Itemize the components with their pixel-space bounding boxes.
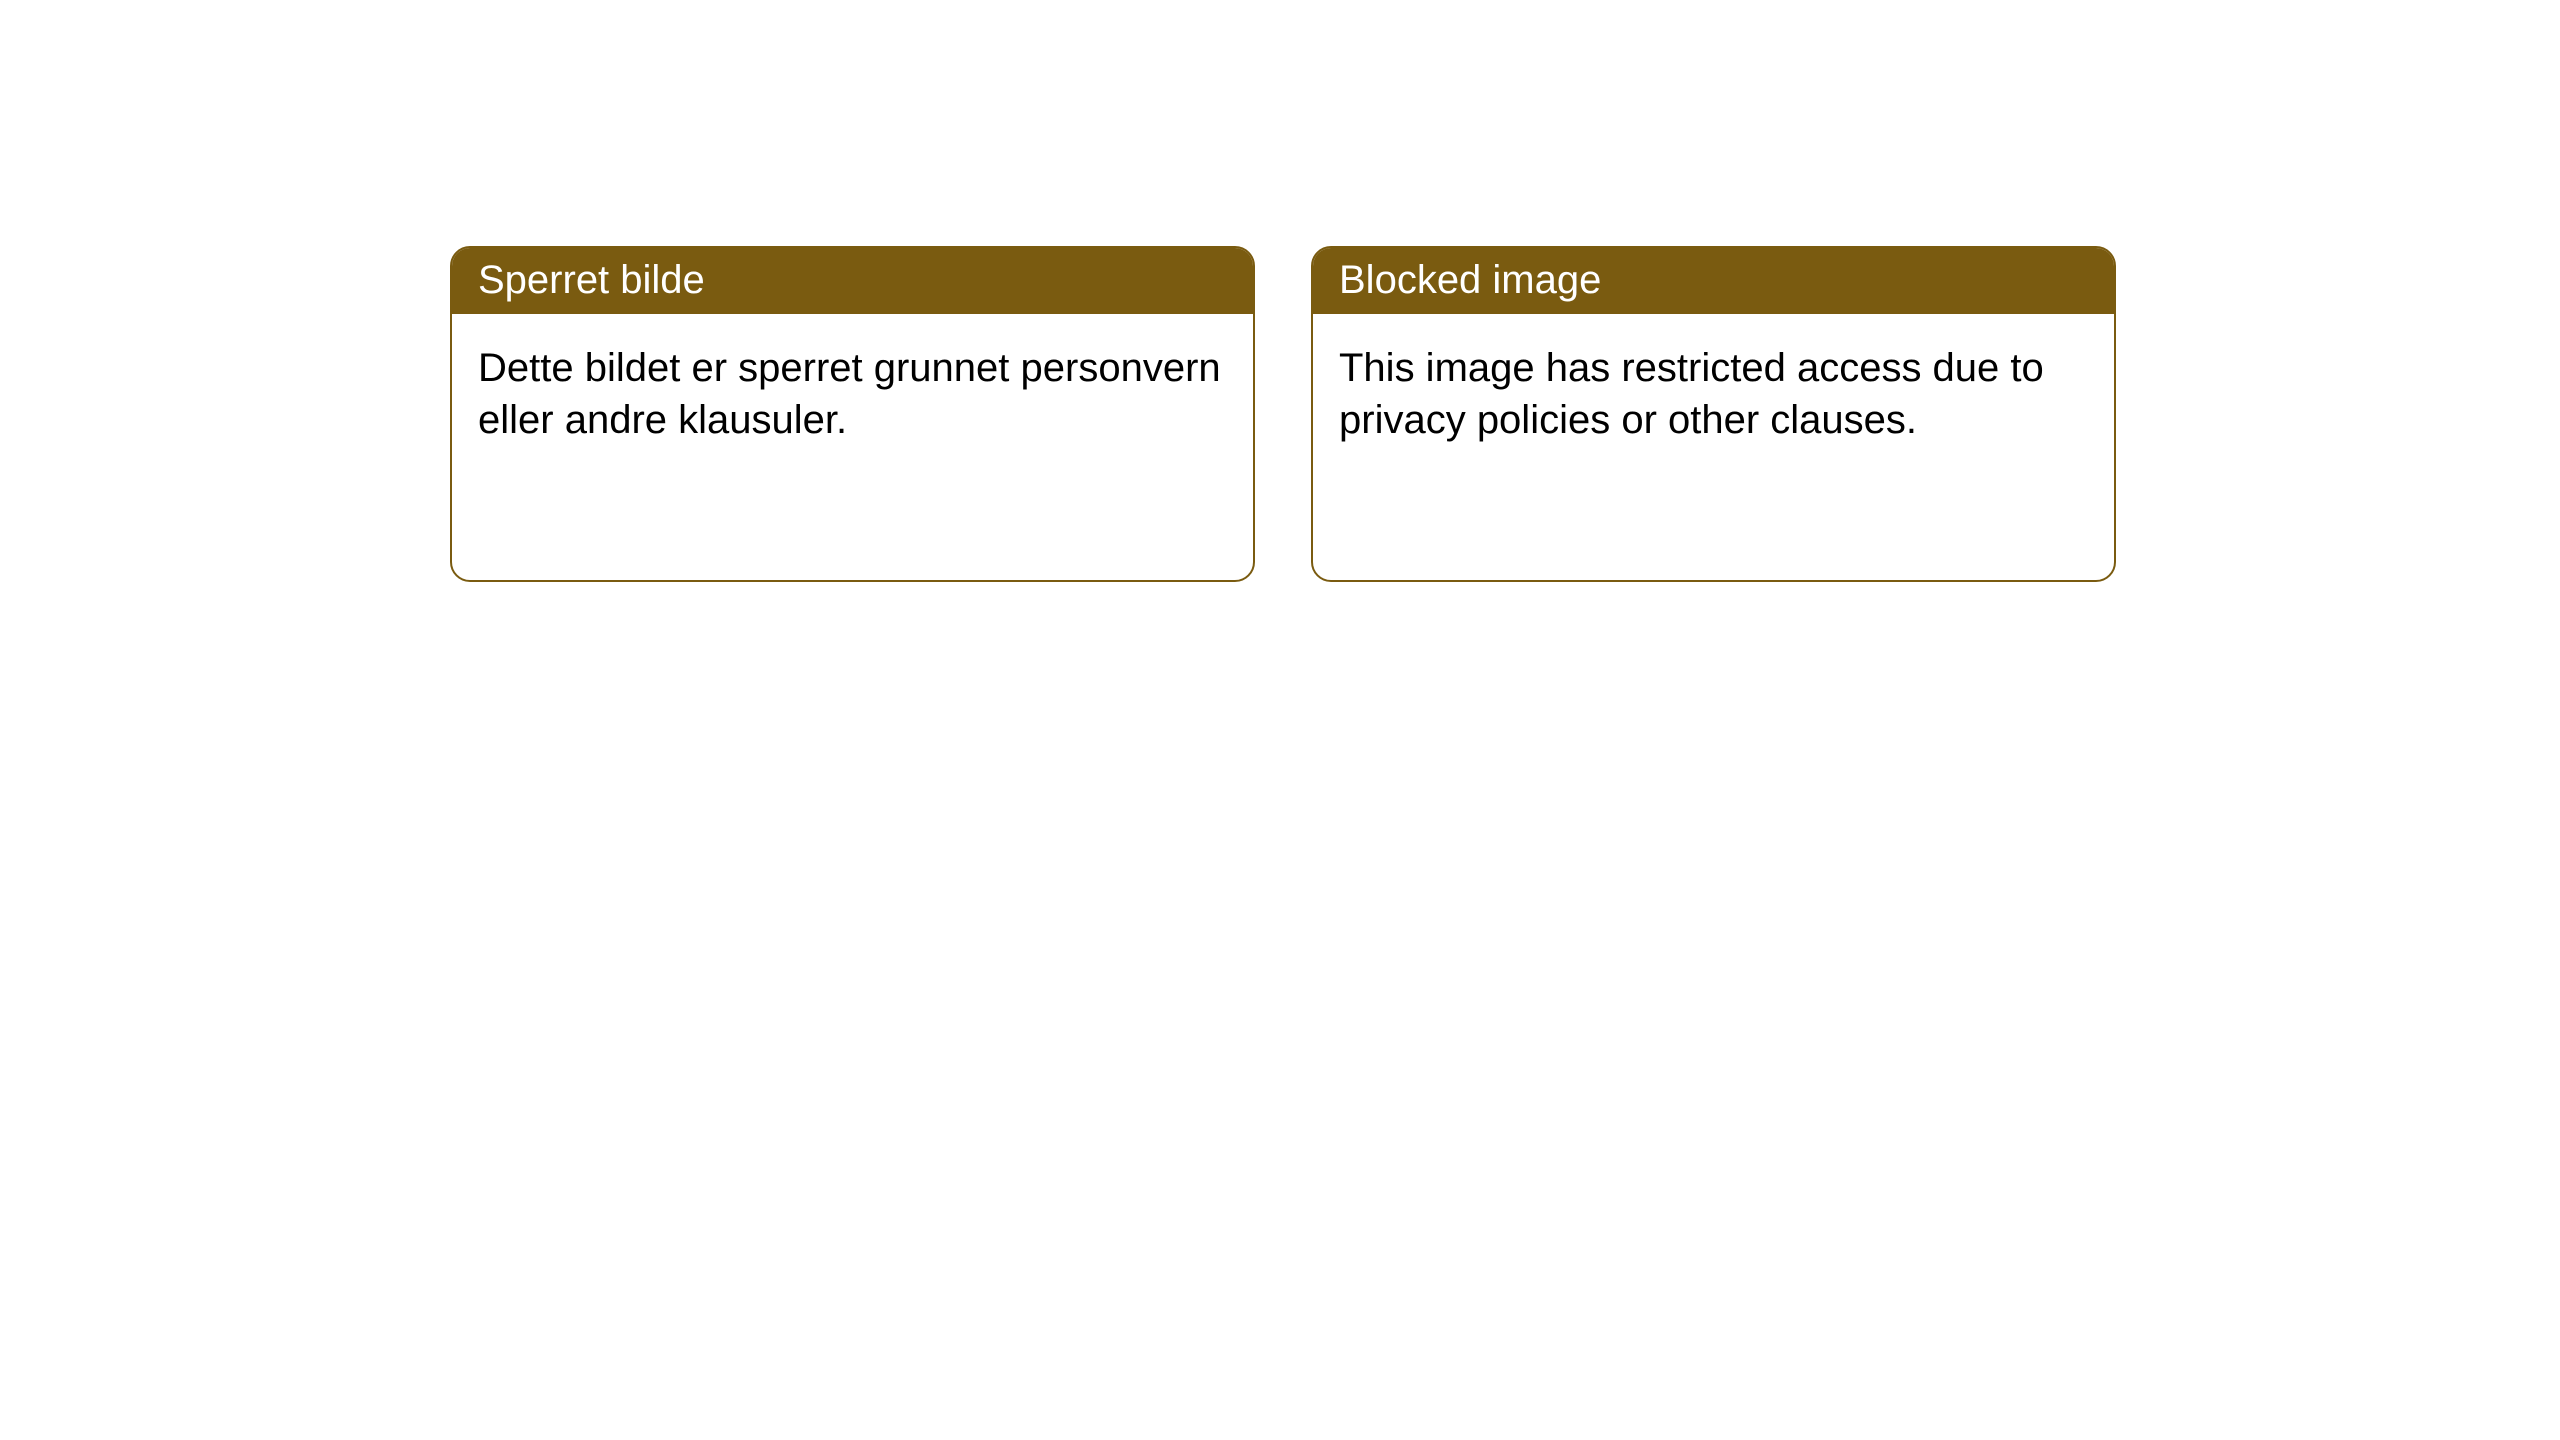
notice-header: Sperret bilde (452, 248, 1253, 314)
notice-box-english: Blocked image This image has restricted … (1311, 246, 2116, 582)
notice-box-norwegian: Sperret bilde Dette bildet er sperret gr… (450, 246, 1255, 582)
notice-header: Blocked image (1313, 248, 2114, 314)
notice-body: Dette bildet er sperret grunnet personve… (452, 314, 1253, 474)
notice-body: This image has restricted access due to … (1313, 314, 2114, 474)
notice-container: Sperret bilde Dette bildet er sperret gr… (0, 0, 2560, 582)
